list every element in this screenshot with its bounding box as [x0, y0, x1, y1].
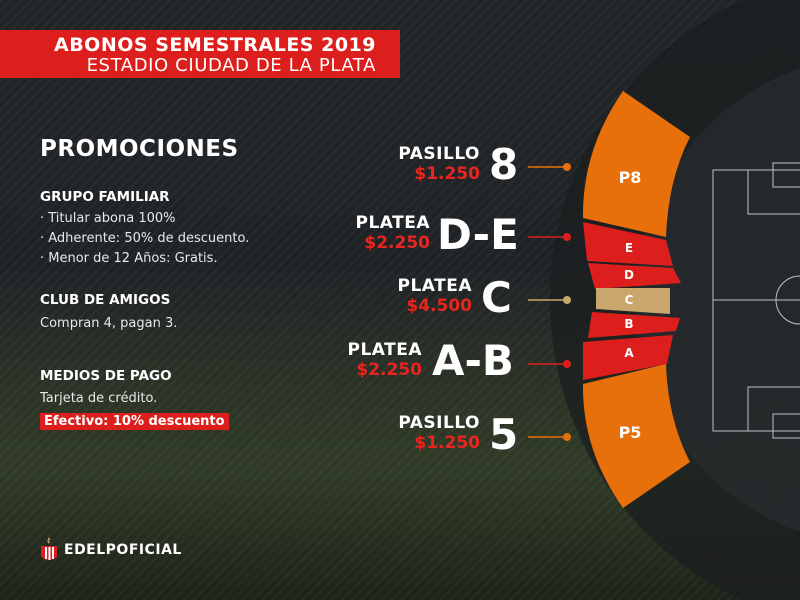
club-line: Compran 4, pagan 3.	[40, 316, 178, 331]
sector-code: D-E	[437, 210, 519, 259]
sector-label-p5: P5	[619, 423, 642, 442]
sector-info-platea-de: PLATEA $2.250	[355, 213, 431, 253]
sector-info-platea-ab: PLATEA $2.250	[347, 340, 423, 380]
sector-e	[583, 222, 673, 266]
sector-label-b: B	[624, 317, 633, 331]
sector-label-d: D	[624, 268, 634, 282]
sector-info-pasillo-5: PASILLO $1.250	[398, 413, 480, 453]
sector-label-p8: P8	[619, 168, 642, 187]
group-line: · Adherente: 50% de descuento.	[40, 231, 250, 246]
sector-d	[588, 263, 681, 289]
header-title: ABONOS SEMESTRALES 2019	[54, 34, 376, 56]
connectors	[528, 163, 571, 441]
sector-c	[596, 288, 670, 314]
sector-p8	[582, 91, 690, 237]
brand-logo: EDELPOFICIAL	[40, 537, 182, 563]
payment-line: Tarjeta de crédito.	[40, 391, 158, 406]
sector-p5	[582, 364, 690, 508]
club-title: CLUB DE AMIGOS	[40, 292, 171, 308]
sector-label-c: C	[625, 293, 634, 307]
sector-b	[588, 312, 680, 338]
sector-code: 5	[489, 410, 519, 459]
sector-info-pasillo-8: PASILLO $1.250	[398, 144, 480, 184]
sector-label-a: A	[624, 346, 634, 360]
football-pitch	[712, 162, 800, 439]
club-crest-icon	[41, 537, 57, 560]
sector-info-platea-c: PLATEA $4.500	[397, 276, 473, 316]
brand-name: EDELPOFICIAL	[64, 542, 182, 558]
payment-title: MEDIOS DE PAGO	[40, 368, 172, 384]
sector-code: C	[481, 273, 512, 322]
header-banner: ABONOS SEMESTRALES 2019 ESTADIO CIUDAD D…	[0, 30, 400, 78]
sector-label-e: E	[625, 241, 633, 255]
header-subtitle: ESTADIO CIUDAD DE LA PLATA	[86, 55, 376, 76]
group-line: · Titular abona 100%	[40, 211, 176, 226]
cash-discount-badge: Efectivo: 10% descuento	[40, 413, 229, 430]
sector-code: 8	[489, 140, 519, 189]
sector-a	[583, 335, 673, 380]
group-title: GRUPO FAMILIAR	[40, 189, 170, 205]
sector-code: A-B	[432, 336, 514, 385]
promotions-title: PROMOCIONES	[40, 136, 239, 162]
group-line: · Menor de 12 Años: Gratis.	[40, 251, 218, 266]
